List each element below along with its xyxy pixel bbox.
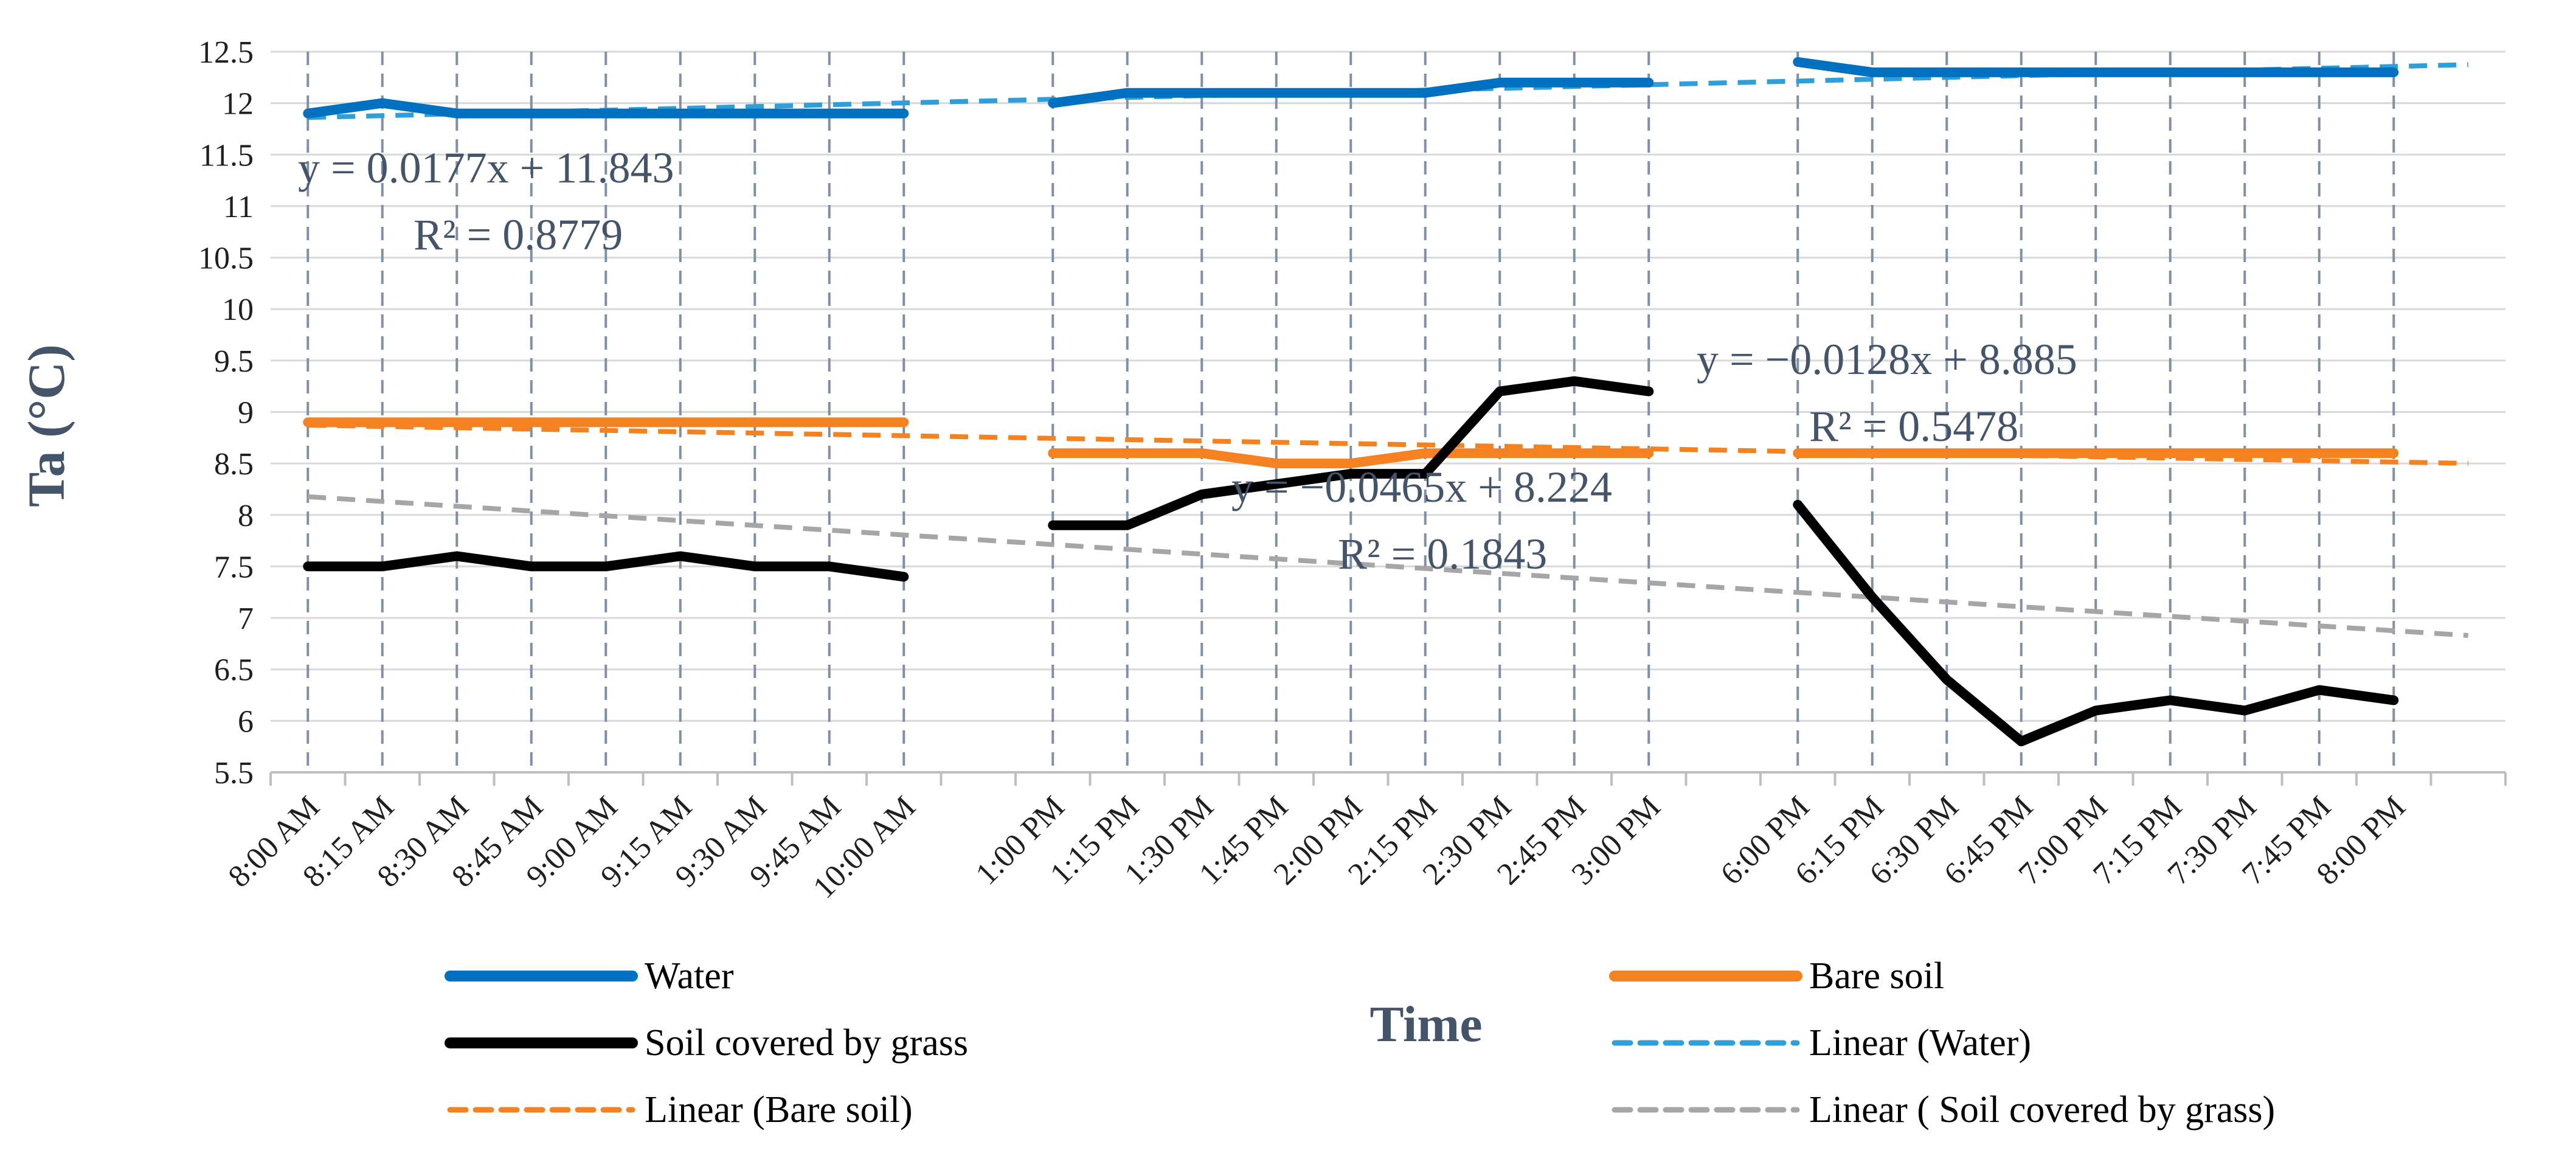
legend-label: Linear ( Soil covered by grass) — [1809, 1089, 2275, 1130]
y-tick-label: 9.5 — [214, 344, 254, 379]
y-tick-labels: 5.5 6 6.5 7 7.5 8 8.5 9 9.5 10 10.5 11 11.5 12 12.5 — [198, 35, 254, 791]
trendline — [307, 494, 2469, 639]
legend-entry: Linear (Bare soil) — [447, 1089, 913, 1130]
axes — [269, 771, 2507, 786]
series-segment — [303, 551, 909, 582]
y-tick-label: 9 — [238, 396, 254, 431]
series-line — [303, 57, 2399, 119]
y-tick-label: 7 — [238, 601, 254, 636]
legend-label: Bare soil — [1809, 955, 1944, 997]
equation-label: y = 0.0177x + 11.843 — [298, 144, 674, 192]
y-tick-label: 5.5 — [214, 756, 254, 791]
series-segment — [1048, 448, 1654, 469]
y-axis-title: Ta (°C) — [17, 344, 75, 507]
series-line — [303, 417, 2399, 469]
series-segment — [1793, 57, 2399, 77]
trendline — [308, 423, 2468, 466]
y-tick-label: 12.5 — [198, 35, 254, 70]
legend-entry: Soil covered by grass — [445, 1022, 968, 1064]
y-tick-label: 12 — [222, 87, 254, 122]
series-segment — [1048, 376, 1654, 530]
y-tick-label: 6.5 — [214, 653, 254, 688]
legend-entry: Linear ( Soil covered by grass) — [1612, 1089, 2275, 1130]
series-segment — [1793, 499, 2399, 747]
y-tick-label: 10.5 — [198, 241, 254, 276]
equation-label: y = −0.0465x + 8.224 — [1231, 463, 1612, 511]
y-tick-label: 7.5 — [214, 550, 254, 584]
r-squared-label: R² = 0.8779 — [414, 210, 623, 259]
legend-entry: Water — [445, 955, 734, 997]
legend: Water Bare soil Soil covered by grass Line… — [445, 955, 2275, 1130]
gridlines — [271, 50, 2505, 774]
y-tick-label: 8 — [238, 499, 254, 533]
series-line — [303, 376, 2399, 747]
r-squared-label: R² = 0.5478 — [1809, 402, 2018, 451]
x-tick-labels: 8:00 AM8:15 AM8:30 AM8:45 AM9:00 AM9:15 … — [222, 789, 2412, 905]
y-tick-label: 11 — [223, 190, 254, 224]
series-segment — [1048, 77, 1654, 108]
legend-label: Soil covered by grass — [645, 1022, 968, 1064]
data-series — [303, 57, 2399, 747]
equation-annotations: y = 0.0177x + 11.843 R² = 0.8779 y = −0.01… — [298, 144, 2077, 578]
legend-label: Linear (Water) — [1809, 1022, 2031, 1064]
y-tick-label: 6 — [238, 704, 254, 739]
y-tick-label: 11.5 — [199, 138, 254, 173]
r-squared-label: R² = 0.1843 — [1338, 530, 1547, 578]
legend-entry: Bare soil — [1609, 955, 1944, 997]
legend-label: Water — [645, 955, 734, 997]
x-axis-title: Time — [1369, 996, 1482, 1053]
series-segment — [303, 98, 909, 119]
legend-entry: Linear (Water) — [1612, 1022, 2031, 1064]
y-tick-label: 8.5 — [214, 447, 254, 482]
y-tick-label: 10 — [222, 293, 254, 327]
legend-label: Linear (Bare soil) — [645, 1089, 913, 1130]
equation-label: y = −0.0128x + 8.885 — [1697, 335, 2077, 384]
